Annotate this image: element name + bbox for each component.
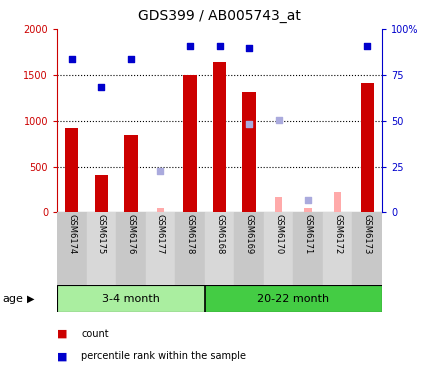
Text: GSM6172: GSM6172 [332,214,341,255]
Bar [234,212,263,285]
Text: GSM6174: GSM6174 [67,214,76,255]
Bar [86,212,116,285]
Bar [116,212,145,285]
Text: ■: ■ [57,329,67,339]
Bar [156,208,164,212]
Bar [124,135,137,212]
Bar [175,212,204,285]
Bar [242,93,255,212]
Text: ■: ■ [57,351,67,362]
Text: GSM6170: GSM6170 [273,214,283,255]
Bar [263,212,293,285]
Point [68,56,75,61]
Text: ▶: ▶ [27,294,35,304]
Point [304,198,311,203]
Point [215,43,223,49]
Bar [293,212,322,285]
Text: GSM6178: GSM6178 [185,214,194,255]
Point [156,168,163,174]
Text: 20-22 month: 20-22 month [257,294,328,304]
Text: GSM6173: GSM6173 [362,214,371,255]
Text: GSM6168: GSM6168 [215,214,223,255]
Bar [212,62,226,212]
Bar [304,208,311,212]
Text: percentile rank within the sample: percentile rank within the sample [81,351,246,362]
Point [127,57,134,63]
Point [186,43,193,49]
Point [363,43,370,49]
Text: GSM6169: GSM6169 [244,214,253,255]
Bar [183,75,196,212]
Text: 3-4 month: 3-4 month [102,294,159,304]
Point [98,84,105,90]
Point [275,117,282,123]
Bar [352,212,381,285]
Text: age: age [2,294,23,304]
Point [245,122,252,127]
Text: GSM6177: GSM6177 [155,214,165,255]
Bar [57,212,86,285]
Bar [360,83,373,212]
Text: GSM6171: GSM6171 [303,214,312,255]
Bar [333,192,340,212]
Point [245,46,252,52]
Bar [145,212,175,285]
Bar [322,212,352,285]
Bar [57,285,204,312]
Text: GDS399 / AB005743_at: GDS399 / AB005743_at [138,9,300,23]
Bar [274,197,282,212]
Text: GSM6175: GSM6175 [97,214,106,255]
Bar [95,175,108,212]
Text: count: count [81,329,109,339]
Text: GSM6176: GSM6176 [126,214,135,255]
Bar [204,212,234,285]
Bar [65,128,78,212]
Bar [204,285,381,312]
